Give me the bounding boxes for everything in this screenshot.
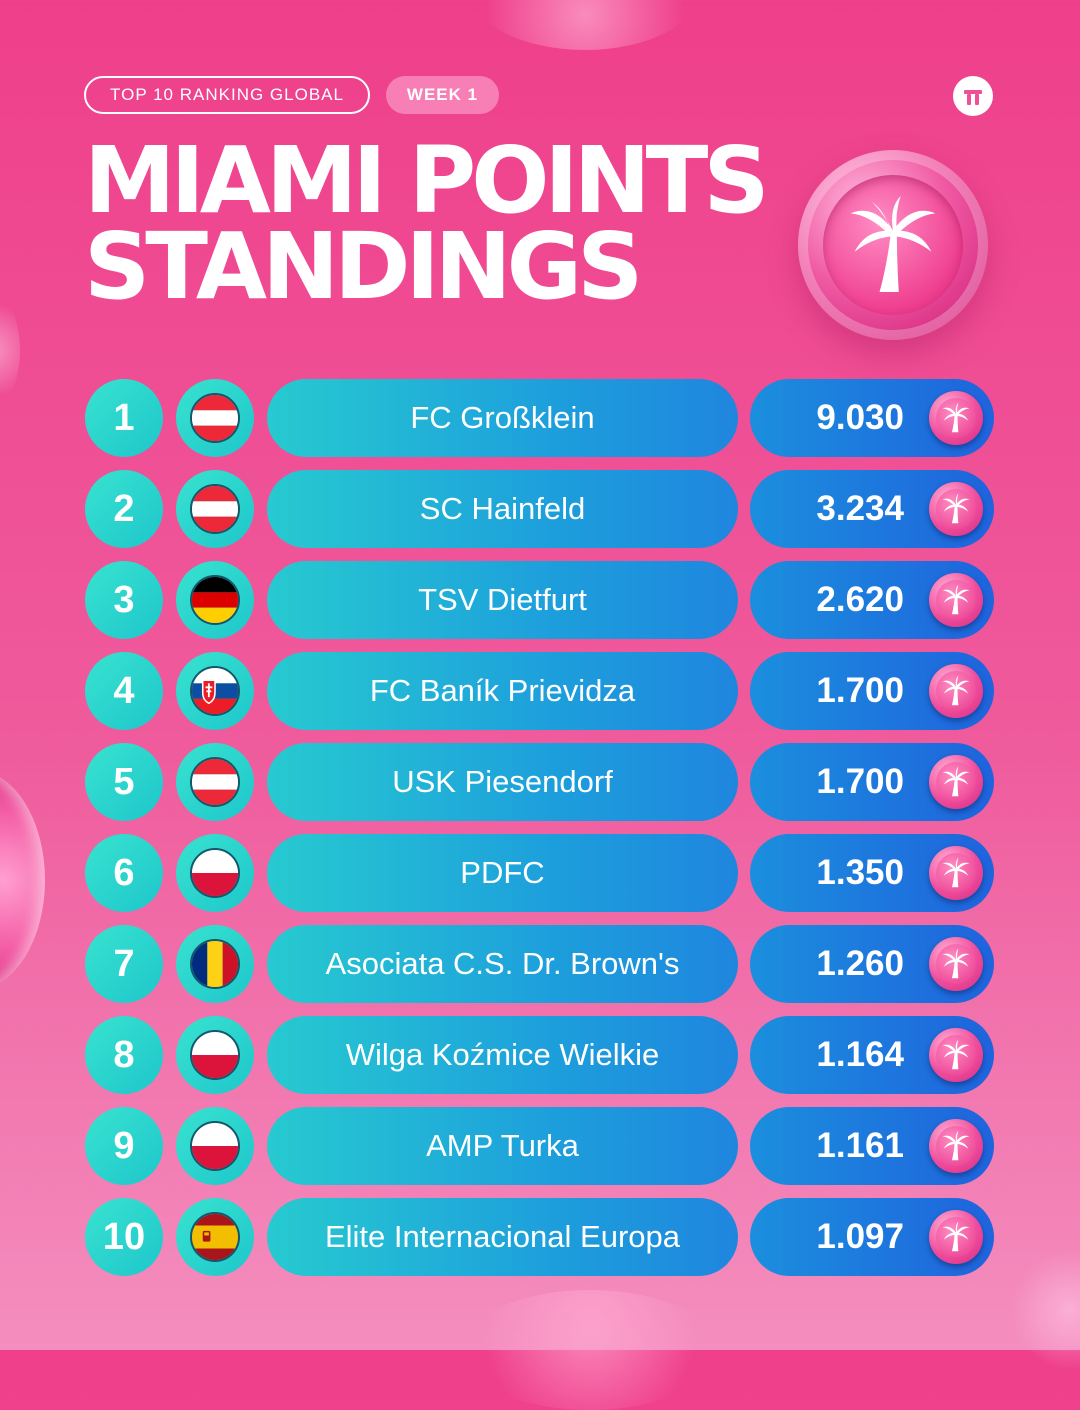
flag-poland-icon <box>190 1121 240 1171</box>
palm-coin-icon <box>929 482 983 536</box>
points-pill: 1.161 <box>750 1107 994 1185</box>
title-line-2: STANDINGS <box>84 213 643 320</box>
week-label: WEEK 1 <box>386 76 499 114</box>
team-name: TSV Dietfurt <box>267 561 738 639</box>
rank-badge: 5 <box>85 743 163 821</box>
standing-row-2: 2 SC Hainfeld 3.234 <box>0 470 1080 548</box>
palm-coin-icon <box>929 664 983 718</box>
standing-row-10: 10 Elite Internacional Europa 1.097 <box>0 1198 1080 1276</box>
points-pill: 1.097 <box>750 1198 994 1276</box>
points-value: 3.234 <box>816 489 904 528</box>
standing-row-5: 5 USK Piesendorf 1.700 <box>0 743 1080 821</box>
flag-slovakia-icon <box>190 666 240 716</box>
points-pill: 9.030 <box>750 379 994 457</box>
palm-coin-icon <box>929 846 983 900</box>
team-name: AMP Turka <box>267 1107 738 1185</box>
flag-austria-icon <box>190 393 240 443</box>
palm-tree-icon <box>850 196 936 293</box>
standing-row-1: 1 FC Großklein 9.030 <box>0 379 1080 457</box>
standing-row-7: 7 Asociata C.S. Dr. Brown's 1.260 <box>0 925 1080 1003</box>
flag-poland-icon <box>190 1030 240 1080</box>
rank-badge: 7 <box>85 925 163 1003</box>
palm-coin-icon <box>929 755 983 809</box>
rank-badge: 9 <box>85 1107 163 1185</box>
palm-coin-icon <box>929 937 983 991</box>
title-line-1: MIAMI POINTS <box>84 127 770 234</box>
rank-badge: 4 <box>85 652 163 730</box>
palm-coin-icon <box>929 1210 983 1264</box>
points-pill: 1.700 <box>750 652 994 730</box>
points-pill: 2.620 <box>750 561 994 639</box>
points-value: 1.700 <box>816 762 904 801</box>
team-name: Wilga Koźmice Wielkie <box>267 1016 738 1094</box>
points-pill: 1.700 <box>750 743 994 821</box>
rank-badge: 1 <box>85 379 163 457</box>
rank-badge: 3 <box>85 561 163 639</box>
team-name: SC Hainfeld <box>267 470 738 548</box>
team-name: FC Großklein <box>267 379 738 457</box>
standing-row-4: 4 FC Baník Prievidza 1.700 <box>0 652 1080 730</box>
points-value: 1.260 <box>816 944 904 983</box>
flag-austria-icon <box>190 484 240 534</box>
points-value: 1.097 <box>816 1217 904 1256</box>
brand-logo-icon <box>953 76 993 116</box>
points-value: 1.700 <box>816 671 904 710</box>
palm-coin-icon <box>929 573 983 627</box>
rank-badge: 6 <box>85 834 163 912</box>
page-title: MIAMI POINTS STANDINGS <box>84 135 770 313</box>
team-name: PDFC <box>267 834 738 912</box>
points-pill: 1.164 <box>750 1016 994 1094</box>
standing-row-3: 3 TSV Dietfurt 2.620 <box>0 561 1080 639</box>
standing-row-8: 8 Wilga Koźmice Wielkie 1.164 <box>0 1016 1080 1094</box>
palm-coin-icon <box>929 391 983 445</box>
rank-badge: 10 <box>85 1198 163 1276</box>
flag-austria-icon <box>190 757 240 807</box>
points-value: 9.030 <box>816 398 904 437</box>
rank-badge: 2 <box>85 470 163 548</box>
ranking-label: TOP 10 RANKING GLOBAL <box>84 76 370 114</box>
flag-romania-icon <box>190 939 240 989</box>
team-name: FC Baník Prievidza <box>267 652 738 730</box>
flag-germany-icon <box>190 575 240 625</box>
points-value: 1.161 <box>816 1126 904 1165</box>
palm-coin-icon <box>929 1028 983 1082</box>
team-name: Elite Internacional Europa <box>267 1198 738 1276</box>
points-pill: 1.350 <box>750 834 994 912</box>
points-pill: 3.234 <box>750 470 994 548</box>
standing-row-9: 9 AMP Turka 1.161 <box>0 1107 1080 1185</box>
flag-spain-icon <box>190 1212 240 1262</box>
team-name: Asociata C.S. Dr. Brown's <box>267 925 738 1003</box>
points-pill: 1.260 <box>750 925 994 1003</box>
points-value: 1.350 <box>816 853 904 892</box>
flag-poland-icon <box>190 848 240 898</box>
points-value: 1.164 <box>816 1035 904 1074</box>
palm-coin-icon <box>929 1119 983 1173</box>
rank-badge: 8 <box>85 1016 163 1094</box>
team-name: USK Piesendorf <box>267 743 738 821</box>
standing-row-6: 6 PDFC 1.350 <box>0 834 1080 912</box>
palm-badge <box>798 150 988 340</box>
points-value: 2.620 <box>816 580 904 619</box>
